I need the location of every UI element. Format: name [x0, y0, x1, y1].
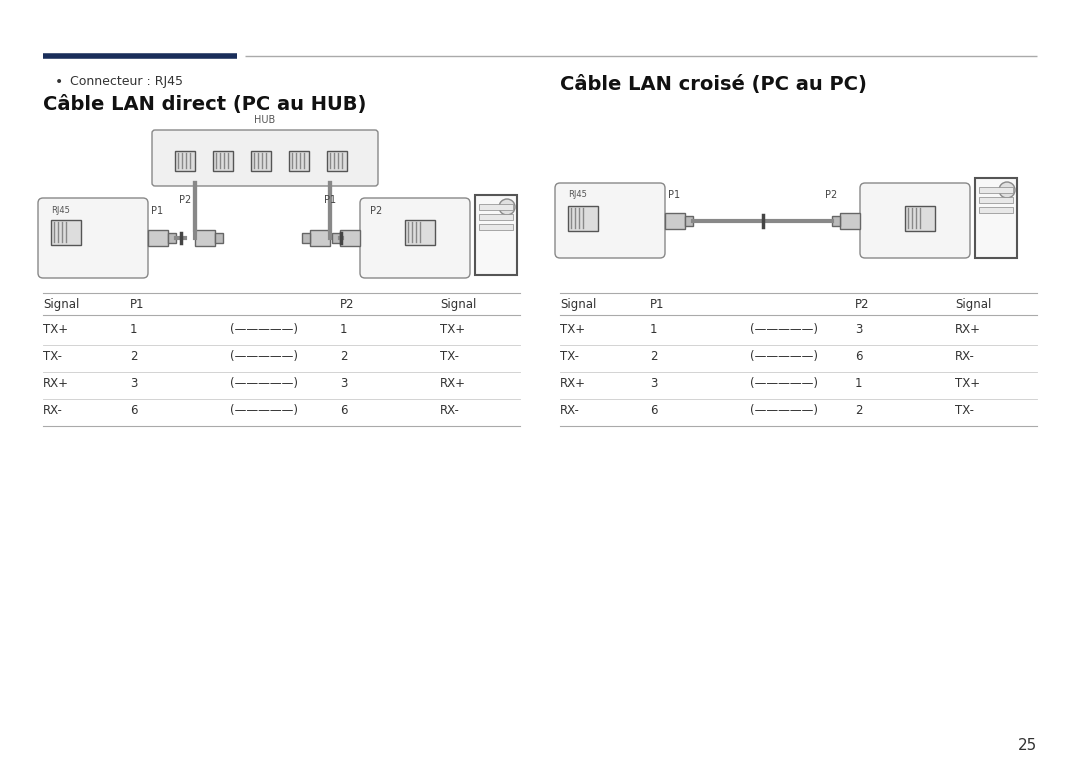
Text: 6: 6 [340, 404, 348, 417]
FancyBboxPatch shape [38, 198, 148, 278]
Text: P2: P2 [179, 195, 191, 205]
Circle shape [999, 182, 1015, 198]
FancyBboxPatch shape [555, 183, 665, 258]
Text: TX+: TX+ [440, 323, 465, 336]
Text: Signal: Signal [43, 298, 79, 311]
Text: 1: 1 [650, 323, 658, 336]
Bar [480, 214, 513, 220]
Text: •: • [55, 75, 64, 89]
Bar [480, 204, 513, 210]
Bar [327, 151, 347, 171]
Text: Connecteur : RJ45: Connecteur : RJ45 [70, 75, 183, 88]
Text: RX+: RX+ [440, 377, 465, 390]
Bar [840, 213, 860, 228]
Text: P1: P1 [669, 190, 680, 200]
Bar [175, 151, 195, 171]
Text: RX+: RX+ [561, 377, 586, 390]
Bar [475, 195, 517, 275]
Bar [905, 206, 935, 231]
Text: P2: P2 [370, 206, 382, 216]
Bar [832, 215, 840, 226]
Text: TX-: TX- [561, 350, 579, 363]
Text: Signal: Signal [440, 298, 476, 311]
Text: RX+: RX+ [43, 377, 69, 390]
Text: Signal: Signal [561, 298, 596, 311]
Text: TX+: TX+ [561, 323, 585, 336]
Bar [978, 207, 1013, 213]
Text: RX-: RX- [440, 404, 460, 417]
Bar [568, 206, 598, 231]
Text: HUB: HUB [255, 115, 275, 125]
Bar [213, 151, 233, 171]
Bar [340, 230, 360, 246]
Text: (—————): (—————) [750, 323, 818, 336]
Text: RX-: RX- [955, 350, 975, 363]
Text: Signal: Signal [955, 298, 991, 311]
Text: RJ45: RJ45 [568, 190, 586, 199]
Bar [685, 215, 693, 226]
FancyBboxPatch shape [860, 183, 970, 258]
Text: P1: P1 [130, 298, 145, 311]
Bar [978, 187, 1013, 193]
Text: 1: 1 [340, 323, 348, 336]
Text: 25: 25 [1017, 738, 1037, 753]
Text: P1: P1 [324, 195, 336, 205]
Text: RX-: RX- [561, 404, 580, 417]
Text: 3: 3 [855, 323, 862, 336]
Bar [310, 230, 330, 246]
Text: 3: 3 [340, 377, 348, 390]
Text: (—————): (—————) [230, 350, 298, 363]
Text: TX+: TX+ [43, 323, 68, 336]
Text: TX+: TX+ [955, 377, 981, 390]
Text: 2: 2 [650, 350, 658, 363]
FancyBboxPatch shape [360, 198, 470, 278]
Text: Câble LAN croisé (PC au PC): Câble LAN croisé (PC au PC) [561, 75, 867, 94]
Text: P1: P1 [650, 298, 664, 311]
Text: 3: 3 [650, 377, 658, 390]
Text: P2: P2 [855, 298, 869, 311]
Bar [251, 151, 271, 171]
Text: P2: P2 [825, 190, 837, 200]
Text: P2: P2 [340, 298, 354, 311]
Text: RJ45: RJ45 [51, 206, 70, 215]
Text: RX-: RX- [43, 404, 63, 417]
Bar [480, 224, 513, 230]
Text: 1: 1 [855, 377, 863, 390]
Text: (—————): (—————) [750, 377, 818, 390]
Text: 6: 6 [650, 404, 658, 417]
Text: TX-: TX- [43, 350, 62, 363]
Bar [405, 220, 435, 245]
Text: 1: 1 [130, 323, 137, 336]
Bar [51, 220, 81, 245]
Text: 6: 6 [130, 404, 137, 417]
Text: 6: 6 [855, 350, 863, 363]
Text: (—————): (—————) [750, 350, 818, 363]
Text: 2: 2 [855, 404, 863, 417]
Text: 3: 3 [130, 377, 137, 390]
Text: (—————): (—————) [230, 377, 298, 390]
Circle shape [499, 199, 515, 215]
FancyBboxPatch shape [152, 130, 378, 186]
Bar [168, 233, 176, 243]
Text: (—————): (—————) [230, 323, 298, 336]
Bar [195, 230, 215, 246]
Text: Câble LAN direct (PC au HUB): Câble LAN direct (PC au HUB) [43, 95, 366, 114]
Bar [665, 213, 685, 228]
Text: 2: 2 [130, 350, 137, 363]
Bar [289, 151, 309, 171]
Text: (—————): (—————) [750, 404, 818, 417]
Text: TX-: TX- [440, 350, 459, 363]
Text: RX+: RX+ [955, 323, 981, 336]
Bar [215, 233, 222, 243]
Bar [332, 233, 340, 243]
Text: TX-: TX- [955, 404, 974, 417]
Text: (—————): (—————) [230, 404, 298, 417]
Text: P1: P1 [151, 206, 163, 216]
Text: 2: 2 [340, 350, 348, 363]
Bar [978, 197, 1013, 203]
Bar [148, 230, 168, 246]
Bar [302, 233, 310, 243]
Bar [975, 178, 1017, 258]
